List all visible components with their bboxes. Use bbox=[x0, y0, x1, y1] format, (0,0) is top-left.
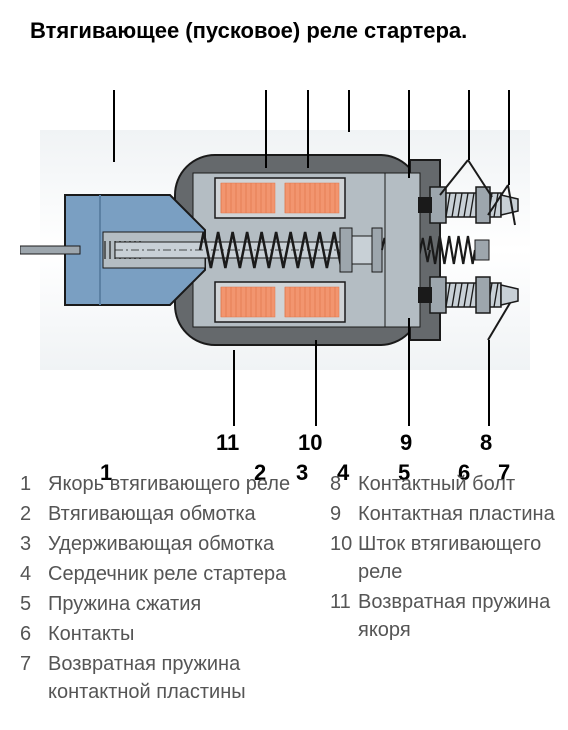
legend-item: 4Сердечник реле стартера bbox=[20, 560, 320, 588]
legend-num: 6 bbox=[20, 620, 48, 648]
legend-num: 11 bbox=[330, 588, 358, 644]
solenoid-diagram: 1234567 111098 bbox=[20, 60, 550, 460]
legend-text: Якорь втягивающего реле bbox=[48, 470, 320, 498]
legend-item: 7Возвратная пружина контактной пластины bbox=[20, 650, 320, 706]
legend-text: Возвратная пружина контактной пластины bbox=[48, 650, 320, 706]
callout-line bbox=[408, 318, 410, 426]
legend-text: Контактный болт bbox=[358, 470, 560, 498]
callout-number: 8 bbox=[480, 430, 492, 456]
callout-line bbox=[488, 340, 490, 426]
legend-num: 7 bbox=[20, 650, 48, 706]
callout-line bbox=[233, 350, 235, 426]
legend-item: 10Шток втягивающего реле bbox=[330, 530, 560, 586]
legend-column-right: 8Контактный болт9Контактная пластина10Шт… bbox=[330, 470, 560, 646]
legend-text: Контакты bbox=[48, 620, 320, 648]
legend-num: 9 bbox=[330, 500, 358, 528]
legend-text: Контактная пластина bbox=[358, 500, 560, 528]
legend-text: Возвратная пружина якоря bbox=[358, 588, 560, 644]
legend-text: Втягивающая обмотка bbox=[48, 500, 320, 528]
legend-num: 1 bbox=[20, 470, 48, 498]
legend-num: 5 bbox=[20, 590, 48, 618]
legend-text: Пружина сжатия bbox=[48, 590, 320, 618]
callout-line bbox=[408, 90, 410, 178]
legend-item: 9Контактная пластина bbox=[330, 500, 560, 528]
callout-number: 9 bbox=[400, 430, 412, 456]
legend-text: Сердечник реле стартера bbox=[48, 560, 320, 588]
callout-line bbox=[113, 90, 115, 162]
legend-item: 1Якорь втягивающего реле bbox=[20, 470, 320, 498]
callout-line bbox=[348, 90, 350, 132]
legend-item: 8Контактный болт bbox=[330, 470, 560, 498]
callout-line bbox=[307, 90, 309, 168]
callout-line bbox=[508, 90, 510, 185]
legend-item: 11Возвратная пружина якоря bbox=[330, 588, 560, 644]
callout-number: 10 bbox=[298, 430, 322, 456]
legend-num: 3 bbox=[20, 530, 48, 558]
legend-text: Шток втягивающего реле bbox=[358, 530, 560, 586]
legend-num: 2 bbox=[20, 500, 48, 528]
callout-number: 11 bbox=[216, 430, 239, 456]
legend-num: 8 bbox=[330, 470, 358, 498]
legend-item: 6Контакты bbox=[20, 620, 320, 648]
diagram-svg bbox=[20, 60, 550, 460]
legend-num: 10 bbox=[330, 530, 358, 586]
legend-num: 4 bbox=[20, 560, 48, 588]
callout-line bbox=[315, 340, 317, 426]
legend-text: Удерживающая обмотка bbox=[48, 530, 320, 558]
legend-item: 5Пружина сжатия bbox=[20, 590, 320, 618]
legend-column-left: 1Якорь втягивающего реле2Втягивающая обм… bbox=[20, 470, 320, 708]
legend-item: 2Втягивающая обмотка bbox=[20, 500, 320, 528]
legend-item: 3Удерживающая обмотка bbox=[20, 530, 320, 558]
diagram-title: Втягивающее (пусковое) реле стартера. bbox=[30, 18, 467, 44]
callout-line bbox=[265, 90, 267, 168]
callout-line bbox=[468, 90, 470, 160]
